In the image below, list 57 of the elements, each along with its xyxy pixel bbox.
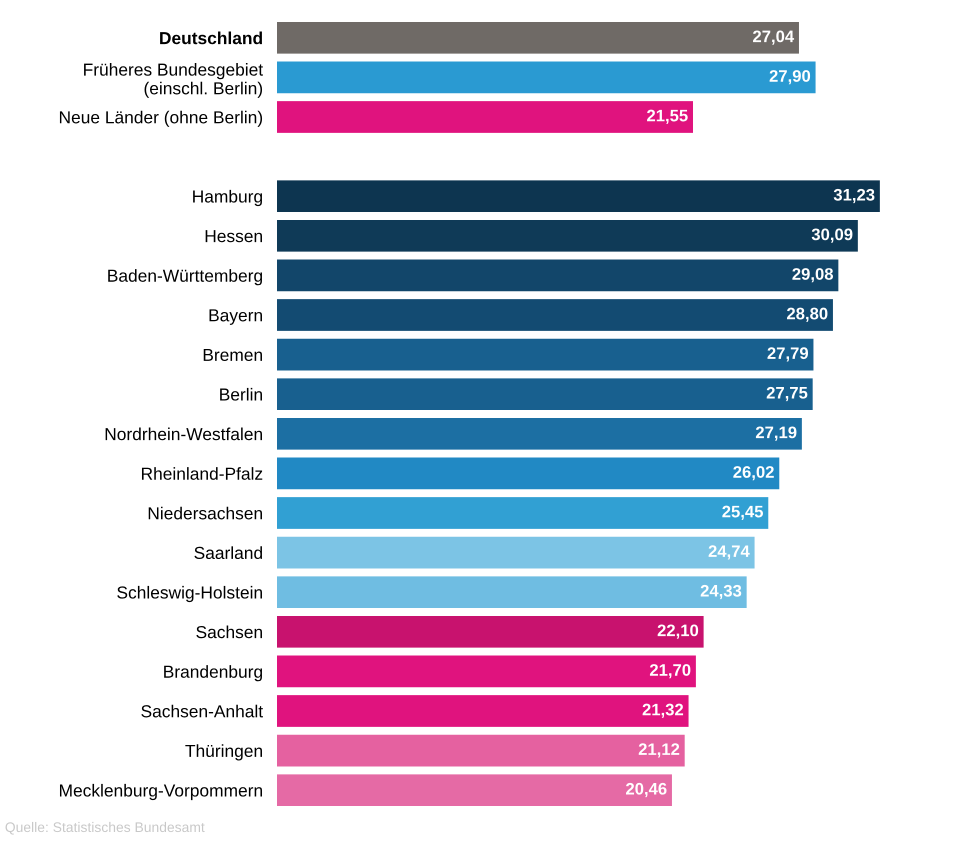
data-label: 30,09 xyxy=(812,228,852,243)
y-tick-label: Früheres Bundesgebiet (einschl. Berlin) xyxy=(84,63,263,98)
y-tick-label: Neue Länder (ohne Berlin) xyxy=(60,110,262,127)
y-tick-label: Schleswig-Holstein xyxy=(117,586,262,602)
bar xyxy=(277,101,693,133)
data-label: 21,70 xyxy=(650,664,690,678)
bar xyxy=(277,774,672,806)
y-tick-label: Sachsen xyxy=(196,626,262,638)
y-tick-label: Brandenburg xyxy=(164,665,262,682)
bar xyxy=(277,338,814,370)
bar xyxy=(277,260,838,292)
y-tick-label: Nordrhein-Westfalen xyxy=(106,428,262,440)
data-label: 31,23 xyxy=(834,188,874,204)
data-label: 21,55 xyxy=(647,110,688,124)
y-tick-label: Berlin xyxy=(220,388,262,401)
y-tick-label: Thüringen xyxy=(185,744,262,760)
data-label: 26,02 xyxy=(733,466,774,480)
data-label: 27,19 xyxy=(756,426,796,441)
y-tick-label: Mecklenburg-Vorpommern xyxy=(60,784,262,800)
bar xyxy=(277,299,833,331)
bar xyxy=(277,220,858,252)
bar xyxy=(277,656,696,688)
data-label: 21,32 xyxy=(642,704,684,718)
data-label: 22,10 xyxy=(658,624,698,639)
bar xyxy=(277,458,780,490)
bar xyxy=(277,22,799,54)
bar xyxy=(277,616,704,648)
bar xyxy=(277,695,689,727)
y-tick-label: Rheinland-Pfalz xyxy=(142,467,262,480)
y-tick-label: Baden-Württemberg xyxy=(108,269,262,286)
data-label: 21,12 xyxy=(638,743,680,758)
y-tick-label: Hamburg xyxy=(193,190,262,206)
data-label: 27,79 xyxy=(768,347,808,362)
bar xyxy=(277,378,813,410)
y-tick-label: Bayern xyxy=(210,309,262,325)
y-tick-label: Hessen xyxy=(206,230,262,242)
data-label: 27,75 xyxy=(766,386,808,402)
data-label: 27,90 xyxy=(770,70,810,84)
bar xyxy=(277,536,755,568)
data-label: 24,74 xyxy=(708,545,750,560)
bar xyxy=(277,62,816,94)
data-label: 29,08 xyxy=(792,268,834,282)
bar xyxy=(277,418,802,450)
y-tick-label: Niedersachsen xyxy=(148,506,262,520)
bar xyxy=(277,734,685,766)
bar xyxy=(277,497,768,529)
bar xyxy=(277,180,880,212)
data-label: 28,80 xyxy=(787,308,828,322)
y-tick-label: Sachsen-Anhalt xyxy=(141,704,263,718)
data-label: 27,04 xyxy=(753,30,794,45)
data-label: 20,46 xyxy=(626,782,667,798)
y-tick-label: Saarland xyxy=(194,546,262,560)
y-tick-label: Bremen xyxy=(204,348,262,362)
data-label: 25,45 xyxy=(722,506,763,520)
y-tick-label: Deutschland xyxy=(160,32,262,44)
data-label: 24,33 xyxy=(700,584,742,600)
bar xyxy=(277,576,747,608)
